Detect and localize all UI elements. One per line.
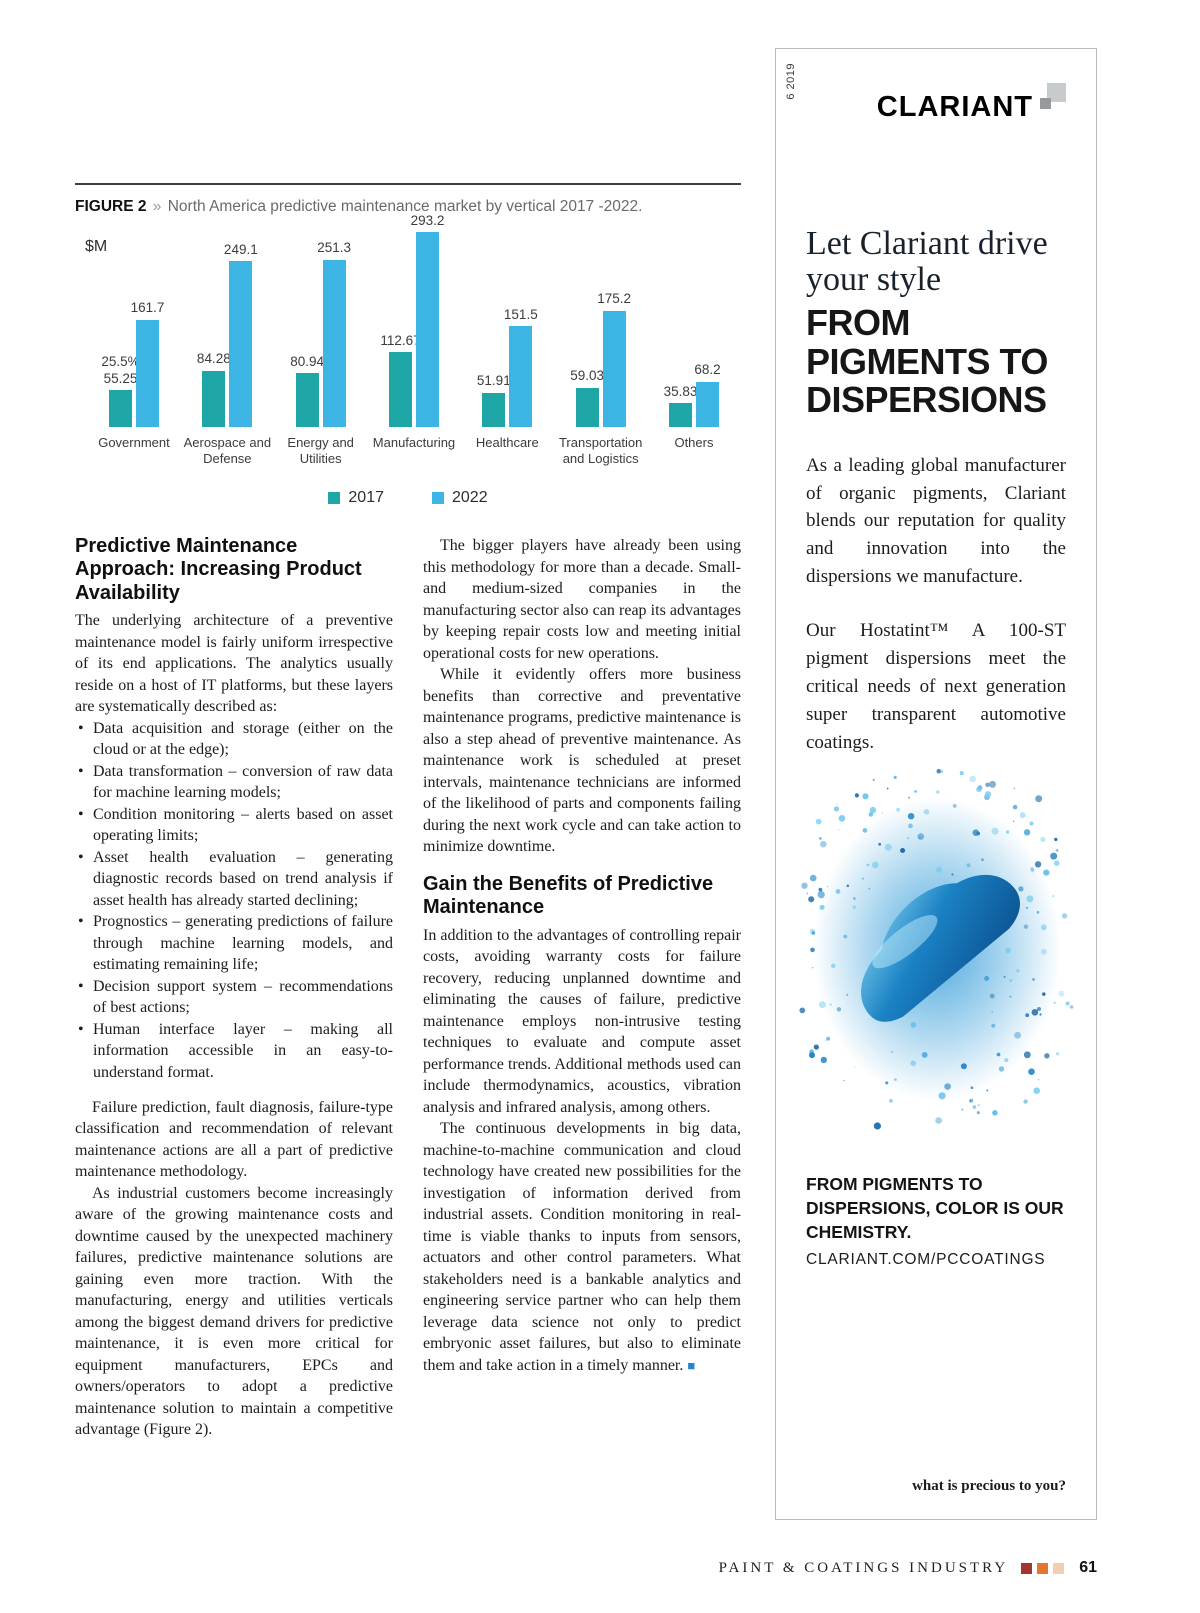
clariant-ad: 6 2019 CLARIANT Let Clariant drive your … <box>775 48 1097 1520</box>
clariant-logo-text: CLARIANT <box>876 91 1033 123</box>
bar-value-label: 35.83 <box>663 383 698 399</box>
figure-caption-text: North America predictive maintenance mar… <box>167 198 643 215</box>
bar-2017: 51.91 <box>477 373 511 427</box>
ad-issue-date: 6 2019 <box>785 63 797 100</box>
figure-caption: FIGURE 2 » North America predictive main… <box>75 198 741 216</box>
article-column-2: The bigger players have already been usi… <box>423 535 741 1441</box>
footer-square-orange <box>1037 1562 1049 1574</box>
bar-value-label: 112.67 <box>380 332 421 348</box>
article-columns: Predictive Maintenance Approach: Increas… <box>75 535 741 1441</box>
paragraph: The bigger players have already been usi… <box>423 537 741 662</box>
bar-value-label: 151.5 <box>503 306 538 322</box>
article-column-1: Predictive Maintenance Approach: Increas… <box>75 535 393 1441</box>
legend-label: 2017 <box>348 489 384 506</box>
ad-headline-bold: FROM PIGMENTS TO DISPERSIONS <box>806 302 1048 421</box>
bar-value-label: 249.1 <box>223 241 258 257</box>
chart-category-group: 80.94 251.3 Energy and Utilities <box>276 240 366 487</box>
bar-2017: 35.83 <box>664 384 697 427</box>
bar-value-label: 161.7 <box>130 300 165 316</box>
article-end-mark: ■ <box>687 1357 696 1373</box>
paragraph: The continuous developments in big data,… <box>423 1118 741 1376</box>
category-label: Healthcare <box>475 435 539 450</box>
bar-value-label: 251.3 <box>317 240 352 256</box>
legend-swatch <box>328 492 341 504</box>
bar-chart: $M 25.5% 55.25 161.7 Government 84.28 249.1 Ae… <box>75 213 741 507</box>
legend-swatch <box>432 492 444 504</box>
page-number: 61 <box>1079 1559 1097 1576</box>
pigment-car-image <box>798 765 1074 1138</box>
bar-2022: 151.5 <box>504 307 538 427</box>
ad-slogan: what is precious to you? <box>912 1478 1066 1494</box>
bar-value-label: 25.5% 55.25 <box>101 354 140 386</box>
legend-item: 2022 <box>432 489 488 507</box>
bar-2017: 59.03 <box>570 368 604 427</box>
category-label: Others <box>674 435 714 450</box>
footer-square-dark-red <box>1021 1562 1033 1574</box>
paragraph: As industrial customers become increasin… <box>75 1184 393 1439</box>
bar-value-label: 293.2 <box>410 212 445 228</box>
footer-square-peach <box>1053 1562 1065 1574</box>
bullet-item: Condition monitoring – alerts based on a… <box>75 804 393 847</box>
chart-plot-area: 25.5% 55.25 161.7 Government 84.28 249.1 Aeros… <box>75 213 741 488</box>
paragraph: Failure prediction, fault diagnosis, fai… <box>75 1098 393 1181</box>
bullet-item: Decision support system – recommendation… <box>75 976 393 1019</box>
bullet-item: Asset health evaluation – generating dia… <box>75 847 393 912</box>
chart-legend: 2017 2022 <box>75 489 741 507</box>
category-label: Manufacturing <box>372 435 456 450</box>
bullet-item: Prognostics – generating predictions of … <box>75 911 393 976</box>
figure-label: FIGURE 2 <box>75 198 147 215</box>
bar-value-label: 59.03 <box>570 368 605 384</box>
chart-category-group: 35.83 68.2 Others <box>649 362 739 487</box>
bar-2017: 84.28 <box>197 351 231 427</box>
bullet-item: Data acquisition and storage (either on … <box>75 718 393 761</box>
chart-category-group: 25.5% 55.25 161.7 Government <box>89 300 179 488</box>
bar-2017: 80.94 <box>290 354 324 427</box>
bar-value-label: 84.28 <box>196 351 231 367</box>
y-axis-label: $M <box>85 238 108 255</box>
paragraph: While it evidently offers more business … <box>423 666 741 856</box>
editorial-area: FIGURE 2 » North America predictive main… <box>75 183 741 1441</box>
bar-2017: 112.67 <box>380 333 421 427</box>
section-heading-2: Gain the Benefits of Predictive Maintena… <box>423 872 714 919</box>
bar-2022: 68.2 <box>694 362 721 427</box>
category-label: Transportation and Logistics <box>558 435 643 466</box>
figure-top-rule <box>75 183 741 185</box>
category-label: Government <box>98 435 170 450</box>
legend-label: 2022 <box>452 489 488 506</box>
category-label: Energy and Utilities <box>287 435 354 466</box>
clariant-logo-icon <box>1040 83 1066 109</box>
paragraph: In addition to the advantages of control… <box>423 926 741 1116</box>
ad-body-paragraph: As a leading global manufacturer of orga… <box>806 454 1066 588</box>
chevron-icon: » <box>152 198 162 215</box>
category-label: Aerospace and Defense <box>183 435 272 466</box>
bar-value-label: 175.2 <box>597 291 632 307</box>
bullet-item: Data transformation – conversion of raw … <box>75 761 393 804</box>
bar-2017: 25.5% 55.25 <box>101 354 140 427</box>
ad-url[interactable]: CLARIANT.COM/PCCOATINGS <box>806 1251 1046 1269</box>
paragraph: The underlying architecture of a prevent… <box>75 612 393 716</box>
chart-category-group: 59.03 175.2 Transportation and Logistics <box>556 291 646 488</box>
chart-category-group: 84.28 249.1 Aerospace and Defense <box>182 242 272 487</box>
bar-2022: 249.1 <box>224 242 258 427</box>
bullet-item: Human interface layer – making all infor… <box>75 1019 393 1084</box>
bar-2022: 175.2 <box>597 291 631 427</box>
ad-tagline: FROM PIGMENTS TO DISPERSIONS, COLOR IS O… <box>806 1173 1064 1243</box>
section-heading-1: Predictive Maintenance Approach: Increas… <box>75 535 362 604</box>
bar-value-label: 80.94 <box>290 353 325 369</box>
bar-value-label: 68.2 <box>694 362 721 378</box>
bar-2022: 161.7 <box>131 300 164 427</box>
magazine-name: PAINT & COATINGS INDUSTRY <box>718 1559 1009 1576</box>
ad-headline-serif: Let Clariant drive your style <box>806 225 1048 299</box>
clariant-logo: CLARIANT <box>806 83 1066 122</box>
page-footer: PAINT & COATINGS INDUSTRY 61 <box>719 1559 1097 1577</box>
chart-category-group: 51.91 151.5 Healthcare <box>462 307 552 487</box>
ad-body-paragraph: Our Hostatint™ A 100-ST pigment dispersi… <box>806 620 1066 753</box>
chart-category-group: 112.67 293.2 Manufacturing <box>369 213 459 487</box>
bar-value-label: 51.91 <box>476 373 511 389</box>
bar-2022: 251.3 <box>317 240 351 427</box>
bar-2022: 293.2 <box>411 213 444 427</box>
paragraph-text: The continuous developments in big data,… <box>423 1120 741 1374</box>
legend-item: 2017 <box>328 489 384 507</box>
